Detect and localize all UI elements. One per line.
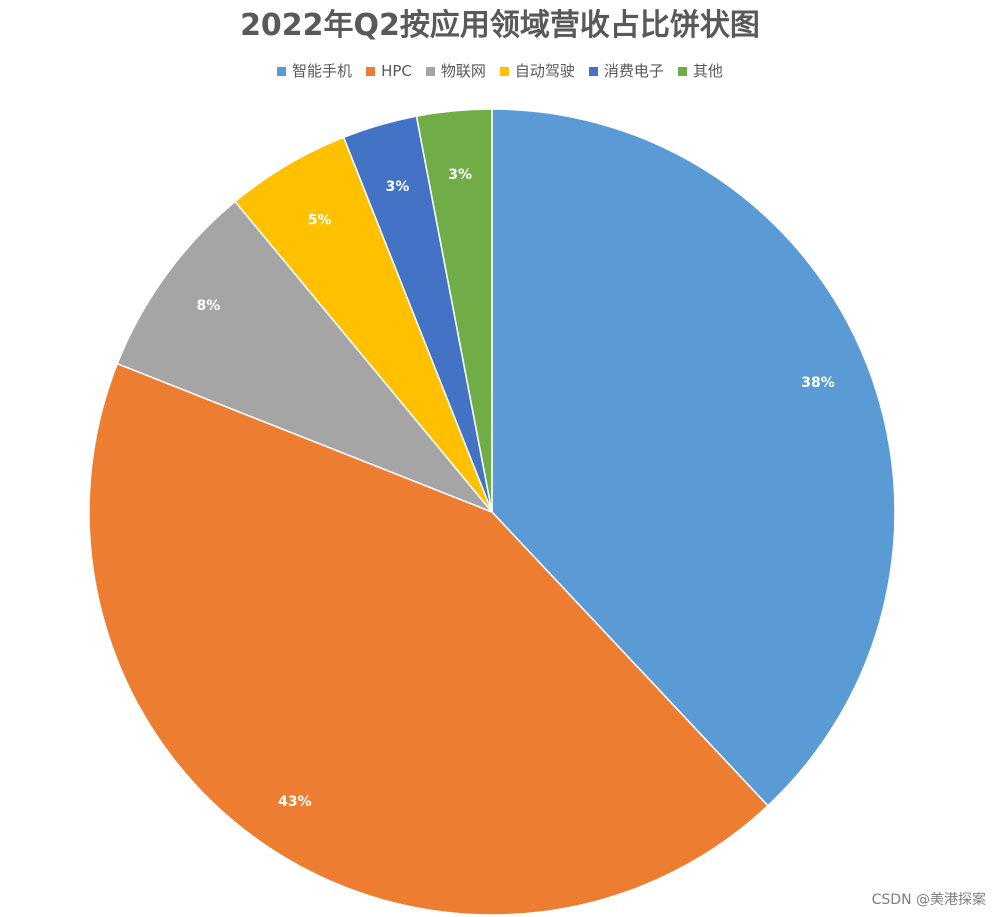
legend-label: 消费电子 [603, 62, 664, 80]
legend-item: 其他 [677, 61, 723, 81]
legend-swatch [425, 66, 435, 76]
legend-swatch [366, 66, 376, 76]
legend-label: HPC [381, 62, 412, 80]
legend-swatch [677, 66, 687, 76]
slice-data-label: 3% [386, 179, 410, 195]
legend-item: HPC [366, 61, 412, 81]
pie-slice [116, 200, 493, 513]
legend-label: 物联网 [440, 62, 486, 80]
chart-legend: 智能手机 HPC 物联网 自动驾驶 消费电子 其他 [0, 61, 1000, 81]
slice-data-label: 43% [278, 794, 312, 810]
slice-data-label: 8% [196, 298, 220, 314]
legend-item: 物联网 [425, 61, 486, 81]
legend-swatch [499, 66, 509, 76]
chart-title: 2022年Q2按应用领域营收占比饼状图 [240, 8, 760, 43]
legend-item: 消费电子 [588, 61, 664, 81]
slice-data-label: 3% [448, 167, 472, 183]
legend-swatch [277, 66, 287, 76]
slice-data-label: 38% [801, 375, 835, 391]
legend-item: 智能手机 [277, 61, 352, 81]
pie-slice [88, 362, 769, 916]
legend-label: 自动驾驶 [514, 62, 575, 80]
slice-data-label: 5% [308, 213, 332, 229]
legend-label: 智能手机 [292, 62, 353, 80]
pie-slice [415, 108, 493, 513]
pie-slice [491, 108, 896, 807]
legend-item: 自动驾驶 [499, 61, 575, 81]
watermark-text: CSDN @美港探案 [871, 892, 986, 908]
legend-label: 其他 [692, 62, 723, 80]
legend-swatch [588, 66, 598, 76]
